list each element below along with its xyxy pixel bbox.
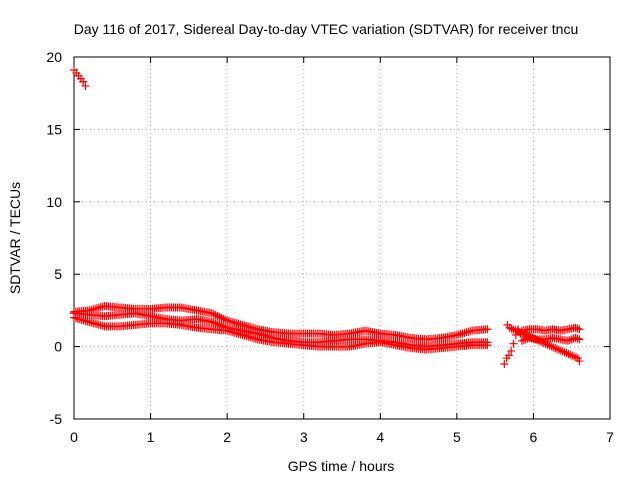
data-point bbox=[217, 313, 226, 322]
data-point bbox=[532, 335, 541, 344]
data-point bbox=[500, 359, 509, 368]
data-point bbox=[518, 329, 527, 338]
data-point bbox=[558, 347, 567, 356]
data-point bbox=[541, 339, 550, 348]
data-point bbox=[526, 333, 535, 342]
data-point bbox=[565, 336, 574, 345]
data-point bbox=[571, 323, 580, 332]
y-tick-label: 20 bbox=[46, 49, 62, 65]
data-point bbox=[568, 351, 577, 360]
x-tick-label: 3 bbox=[300, 429, 308, 445]
data-point bbox=[209, 318, 218, 327]
data-point bbox=[213, 312, 222, 321]
data-point bbox=[519, 336, 528, 345]
data-point bbox=[534, 336, 543, 345]
plot-frame bbox=[73, 56, 611, 420]
x-tick-label: 4 bbox=[376, 429, 384, 445]
series-late-upper-trace bbox=[517, 323, 584, 335]
data-point bbox=[570, 352, 579, 361]
data-point bbox=[504, 351, 513, 360]
data-point bbox=[483, 341, 492, 350]
data-point bbox=[537, 338, 546, 347]
axis-ticks bbox=[73, 56, 611, 420]
data-point bbox=[505, 323, 514, 332]
data-point bbox=[211, 311, 220, 320]
chart-title: Day 116 of 2017, Sidereal Day-to-day VTE… bbox=[74, 21, 578, 37]
data-point bbox=[215, 312, 224, 321]
data-point bbox=[81, 81, 90, 90]
data-point bbox=[515, 327, 524, 336]
x-axis-label: GPS time / hours bbox=[288, 458, 395, 474]
data-point bbox=[575, 325, 584, 334]
data-point bbox=[509, 339, 518, 348]
data-point bbox=[535, 337, 544, 346]
data-point bbox=[563, 336, 572, 345]
x-tick-label: 6 bbox=[530, 429, 538, 445]
y-tick-label: 15 bbox=[46, 121, 62, 137]
data-point bbox=[573, 324, 582, 333]
y-tick-label: -5 bbox=[50, 411, 63, 427]
data-point bbox=[517, 328, 526, 337]
data-point bbox=[528, 333, 537, 342]
data-point bbox=[562, 349, 571, 358]
data-point bbox=[571, 353, 580, 362]
data-point bbox=[545, 341, 554, 350]
series-late-isolated-points bbox=[503, 320, 584, 366]
data-point bbox=[551, 344, 560, 353]
data-point bbox=[517, 336, 526, 345]
x-tick-label: 2 bbox=[223, 429, 231, 445]
data-point bbox=[509, 325, 518, 334]
data-point bbox=[553, 344, 562, 353]
data-point bbox=[564, 349, 573, 358]
data-point bbox=[547, 342, 556, 351]
data-point bbox=[575, 357, 584, 366]
y-tick-labels: -5 0 5 10 15 20 bbox=[46, 49, 62, 427]
data-point bbox=[524, 332, 533, 341]
data-point bbox=[511, 326, 520, 335]
data-point bbox=[554, 345, 563, 354]
data-point bbox=[573, 334, 582, 343]
data-point bbox=[207, 317, 216, 326]
x-tick-label: 1 bbox=[147, 429, 155, 445]
series-initial-spike bbox=[70, 66, 90, 90]
data-point bbox=[513, 327, 522, 336]
data-point bbox=[522, 331, 531, 340]
data-point bbox=[571, 333, 580, 342]
data-point bbox=[539, 338, 548, 347]
data-point bbox=[575, 335, 584, 344]
x-tick-label: 0 bbox=[70, 429, 78, 445]
data-point bbox=[483, 325, 492, 334]
data-point bbox=[207, 309, 216, 318]
data-point bbox=[209, 310, 218, 319]
y-tick-label: 0 bbox=[54, 339, 62, 355]
data-point bbox=[560, 348, 569, 357]
data-point bbox=[79, 77, 88, 86]
data-point bbox=[507, 324, 516, 333]
data-point bbox=[507, 346, 516, 355]
y-tick-label: 10 bbox=[46, 194, 62, 210]
data-series bbox=[70, 66, 584, 368]
data-point bbox=[543, 340, 552, 349]
data-point bbox=[556, 346, 565, 355]
series-upper-trace bbox=[70, 302, 492, 344]
x-tick-label: 5 bbox=[453, 429, 461, 445]
data-point bbox=[566, 350, 575, 359]
data-point bbox=[219, 314, 228, 323]
y-tick-label: 5 bbox=[54, 266, 62, 282]
data-point bbox=[549, 343, 558, 352]
data-point bbox=[221, 315, 230, 324]
series-lower-trace bbox=[70, 313, 492, 354]
data-point bbox=[567, 335, 576, 344]
data-point bbox=[520, 330, 529, 339]
x-tick-labels: 0 1 2 3 4 5 6 7 bbox=[70, 429, 614, 445]
data-point bbox=[530, 334, 539, 343]
x-tick-label: 7 bbox=[606, 429, 614, 445]
y-axis-label: SDTVAR / TECUs bbox=[7, 182, 23, 294]
